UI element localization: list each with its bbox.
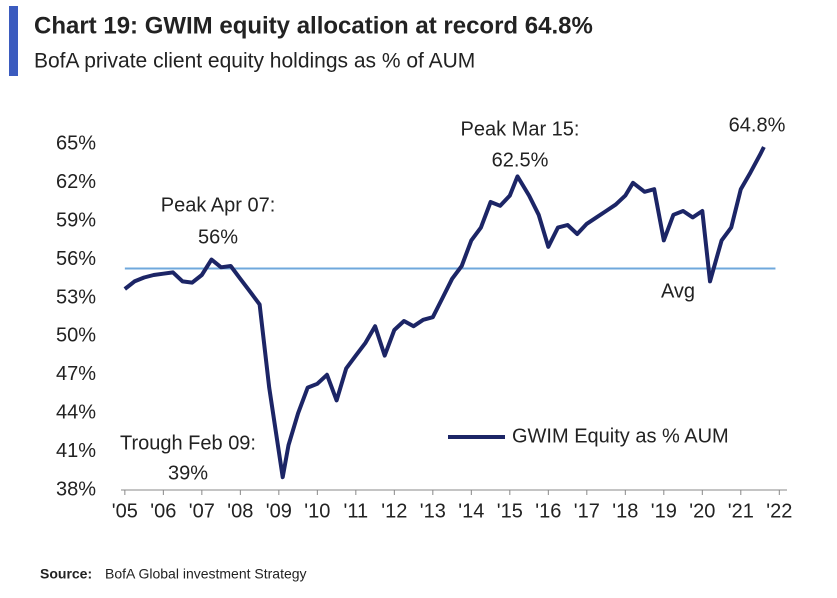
- annotation: Avg: [661, 280, 695, 302]
- x-tick-label: '17: [574, 500, 600, 522]
- annotation: Trough Feb 09:: [120, 432, 256, 454]
- chart-title: Chart 19: GWIM equity allocation at reco…: [34, 12, 593, 39]
- x-tick-label: '07: [189, 500, 215, 522]
- x-tick-label: '06: [150, 500, 176, 522]
- y-tick-label: 50%: [56, 325, 96, 347]
- annotation: 64.8%: [729, 114, 786, 136]
- annotation: Peak Apr 07:: [161, 194, 276, 216]
- x-tick-label: '13: [420, 500, 446, 522]
- x-tick-label: '21: [728, 500, 754, 522]
- x-tick-label: '15: [497, 500, 523, 522]
- x-tick-label: '09: [266, 500, 292, 522]
- title-bar: [9, 6, 18, 76]
- annotation: 39%: [168, 462, 208, 484]
- y-tick-label: 56%: [56, 248, 96, 270]
- x-tick-label: '11: [344, 500, 369, 522]
- x-tick-label: '18: [612, 500, 638, 522]
- source-label: Source:: [40, 566, 92, 582]
- x-tick-label: '05: [112, 500, 138, 522]
- y-tick-label: 62%: [56, 171, 96, 193]
- x-tick-label: '08: [227, 500, 253, 522]
- y-tick-label: 47%: [56, 363, 96, 385]
- source: BofA Global investment Strategy: [105, 566, 307, 582]
- legend-label: GWIM Equity as % AUM: [512, 425, 729, 447]
- x-tick-label: '20: [689, 500, 715, 522]
- annotation: Peak Mar 15:: [461, 118, 580, 140]
- x-tick-label: '10: [304, 500, 330, 522]
- annotation: 62.5%: [492, 149, 549, 171]
- x-tick-label: '16: [535, 500, 561, 522]
- x-tick-label: '19: [651, 500, 677, 522]
- x-tick-label: '14: [458, 500, 484, 522]
- y-tick-label: 38%: [56, 478, 96, 500]
- x-tick-label: '22: [766, 500, 792, 522]
- chart-subtitle: BofA private client equity holdings as %…: [34, 50, 475, 73]
- x-tick-label: '12: [381, 500, 407, 522]
- y-tick-label: 65%: [56, 133, 96, 155]
- annotation: 56%: [198, 226, 238, 248]
- series-line: [123, 146, 766, 480]
- y-tick-label: 41%: [56, 440, 96, 462]
- y-tick-label: 59%: [56, 209, 96, 231]
- y-tick-label: 44%: [56, 401, 96, 423]
- y-tick-label: 53%: [56, 286, 96, 308]
